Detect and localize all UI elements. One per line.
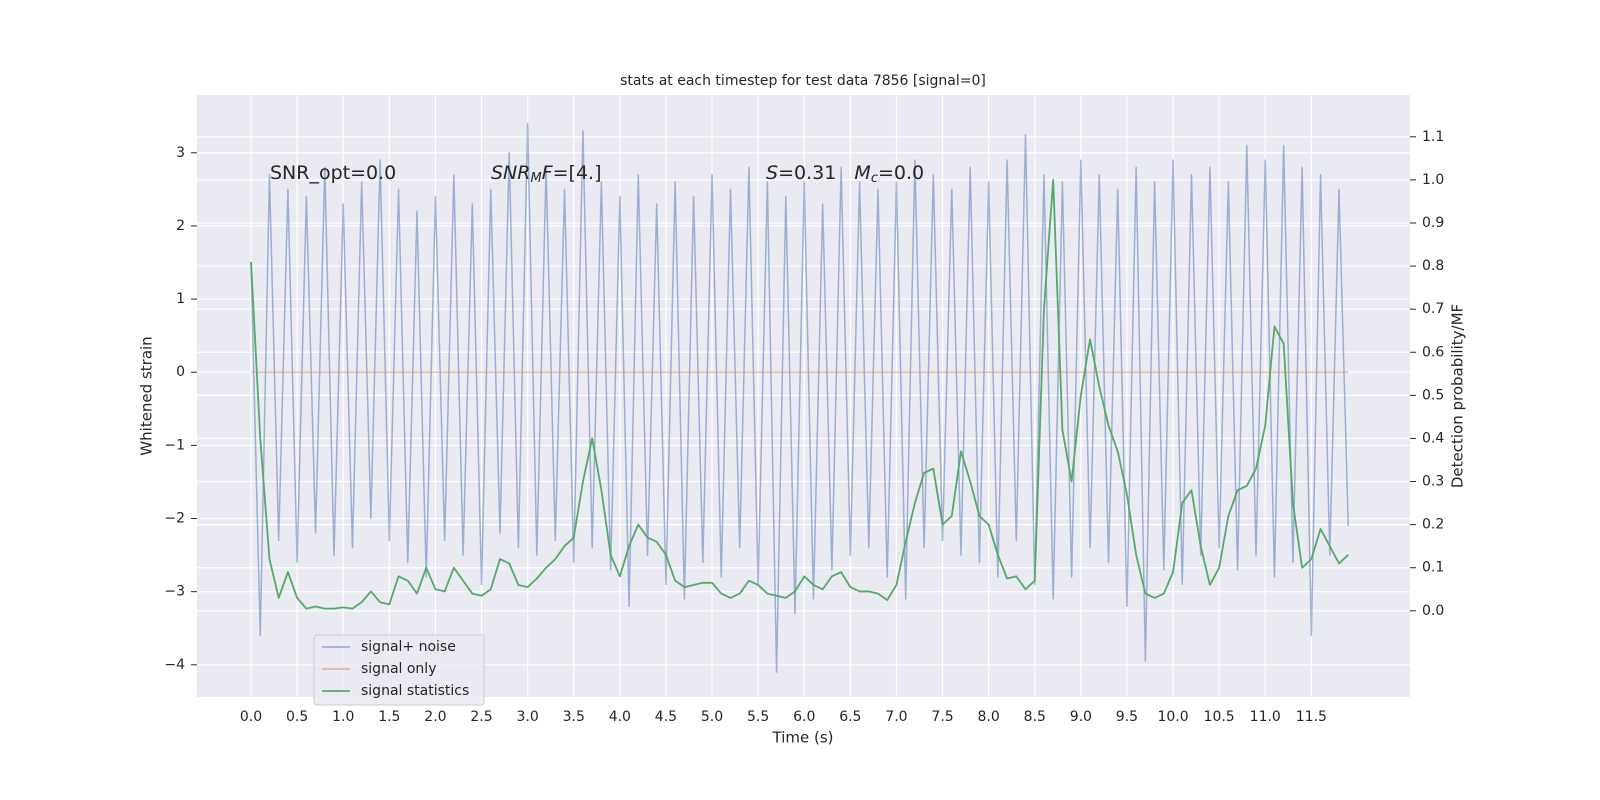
x-tick-label: 10.5 — [1204, 709, 1235, 725]
y2-tick-label: 0.8 — [1422, 258, 1444, 274]
x-tick-label: 0.0 — [240, 709, 262, 725]
y-tick-label: −2 — [164, 511, 185, 527]
y2-tick-label: 0.9 — [1422, 215, 1444, 231]
y-tick-label: 1 — [176, 291, 185, 307]
annotation-part: SNR_opt=0.0 — [270, 162, 396, 184]
legend-label: signal+ noise — [361, 639, 456, 655]
y-tick-label: −1 — [164, 437, 185, 453]
x-tick-label: 5.0 — [701, 709, 723, 725]
annotation-part: M — [854, 162, 870, 184]
x-tick-label: 10.0 — [1157, 709, 1188, 725]
x-tick-label: 9.0 — [1070, 709, 1092, 725]
y2-tick-label: 0.0 — [1422, 603, 1444, 619]
y2-tick-label: 0.1 — [1422, 560, 1444, 576]
y2-tick-label: 0.4 — [1422, 430, 1444, 446]
x-tick-label: 7.0 — [885, 709, 907, 725]
y2-tick-label: 0.3 — [1422, 474, 1444, 490]
annotation-part: M — [530, 171, 541, 186]
chart-title: stats at each timestep for test data 785… — [620, 73, 986, 89]
x-tick-label: 2.0 — [424, 709, 446, 725]
plot-lines — [250, 122, 1349, 673]
legend-label: signal statistics — [361, 683, 469, 699]
y-tick-label: −3 — [164, 584, 185, 600]
annotation-part: F — [542, 162, 554, 184]
y2-tick-label: 1.1 — [1422, 129, 1444, 145]
annotation: SNR_opt=0.0 — [270, 162, 396, 184]
x-tick-label: 6.0 — [793, 709, 815, 725]
annotation-part: =[4.] — [553, 162, 602, 184]
y-tick-label: 2 — [176, 218, 185, 234]
annotation-part: SNR — [491, 162, 530, 184]
x-tick-label: 5.5 — [747, 709, 769, 725]
y-tick-label: 0 — [176, 364, 185, 380]
x-tick-label: 7.5 — [931, 709, 953, 725]
x-tick-label: 9.5 — [1116, 709, 1138, 725]
series-line — [250, 122, 1349, 673]
x-tick-label: 3.5 — [563, 709, 585, 725]
series-line — [250, 178, 1349, 610]
y2-axis-label: Detection probability/MF — [1449, 304, 1467, 488]
legend-label: signal only — [361, 661, 436, 677]
annotation-part: c — [871, 171, 878, 186]
y2-tick-label: 0.6 — [1422, 344, 1444, 360]
annotation-part: =0.31 — [778, 162, 854, 184]
x-tick-label: 3.0 — [517, 709, 539, 725]
x-tick-label: 4.5 — [655, 709, 677, 725]
annotation-part: =0.0 — [878, 162, 924, 184]
x-tick-label: 8.0 — [978, 709, 1000, 725]
x-tick-label: 6.5 — [839, 709, 861, 725]
legend-box — [313, 634, 485, 706]
annotation-part: S — [766, 162, 778, 184]
y-axis-label: Whitened strain — [138, 336, 156, 455]
x-tick-label: 4.0 — [609, 709, 631, 725]
x-axis-label: Time (s) — [772, 729, 834, 747]
annotation: SNRMF=[4.] — [491, 162, 602, 186]
y-tick-label: 3 — [176, 145, 185, 161]
x-tick-label: 11.0 — [1250, 709, 1281, 725]
x-tick-label: 0.5 — [286, 709, 308, 725]
x-tick-label: 1.5 — [378, 709, 400, 725]
y2-tick-label: 0.5 — [1422, 387, 1444, 403]
x-tick-label: 1.0 — [332, 709, 354, 725]
x-tick-label: 8.5 — [1024, 709, 1046, 725]
x-tick-label: 2.5 — [470, 709, 492, 725]
y2-tick-label: 1.0 — [1422, 172, 1444, 188]
legend: signal+ noise signal only signal statistic… — [313, 634, 485, 706]
y2-tick-label: 0.7 — [1422, 301, 1444, 317]
y-tick-label: −4 — [164, 657, 185, 673]
y2-tick-label: 0.2 — [1422, 517, 1444, 533]
x-tick-label: 11.5 — [1296, 709, 1327, 725]
annotation: S=0.31 Mc=0.0 — [766, 162, 924, 186]
